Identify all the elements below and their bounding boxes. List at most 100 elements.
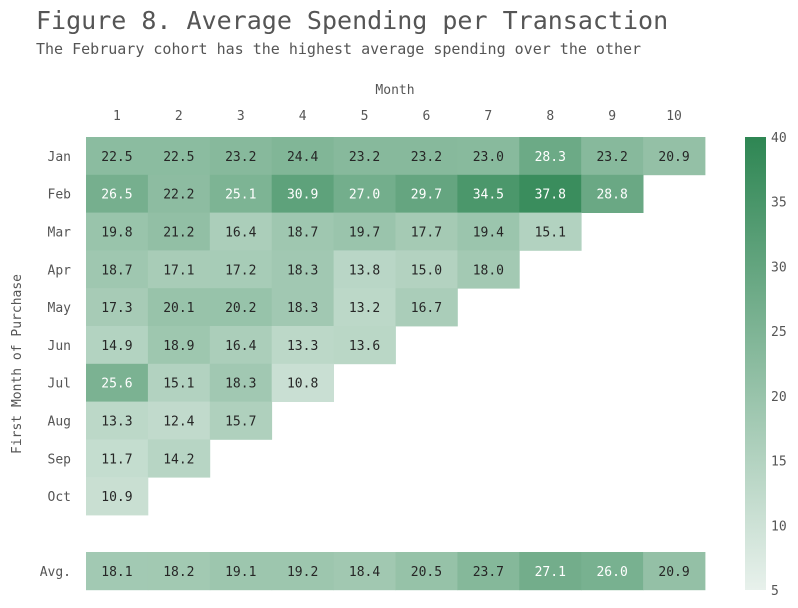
heatmap-cell xyxy=(457,212,520,251)
heatmap-value-label: 18.9 xyxy=(163,339,194,354)
average-cell xyxy=(643,552,706,591)
heatmap-cell xyxy=(333,288,396,327)
heatmap-value-label: 20.9 xyxy=(658,150,689,165)
x-tick-label: 10 xyxy=(666,109,682,124)
heatmap-value-label: 17.7 xyxy=(411,226,442,241)
heatmap-cell xyxy=(271,326,334,365)
heatmap-value-label: 18.7 xyxy=(287,226,318,241)
heatmap-value-label: 28.3 xyxy=(535,150,566,165)
heatmap-value-label: 17.2 xyxy=(225,263,256,278)
y-tick-label: Apr xyxy=(48,263,72,278)
colorbar-tick-label: 30 xyxy=(771,260,787,275)
chart-subtitle: The February cohort has the highest aver… xyxy=(36,40,642,58)
heatmap-value-label: 15.1 xyxy=(163,377,194,392)
heatmap-cell xyxy=(519,174,582,213)
average-value-label: 20.5 xyxy=(411,565,442,580)
heatmap-cell xyxy=(457,250,520,289)
heatmap-cell xyxy=(147,212,211,251)
heatmap-cell xyxy=(643,137,706,176)
heatmap-value-label: 23.2 xyxy=(349,150,380,165)
colorbar-gradient xyxy=(745,137,766,590)
heatmap-value-label: 16.4 xyxy=(225,339,256,354)
heatmap-cell xyxy=(209,212,273,251)
heatmap-cell xyxy=(86,439,149,478)
y-tick-label: Oct xyxy=(48,490,71,505)
heatmap-cell xyxy=(271,137,334,176)
heatmap-value-label: 20.1 xyxy=(163,301,194,316)
average-value-label: 19.2 xyxy=(287,565,318,580)
average-value-label: 26.0 xyxy=(596,565,627,580)
y-axis-label: First Month of Purchase xyxy=(10,274,25,454)
y-tick-label: Sep xyxy=(48,452,72,467)
heatmap-cells xyxy=(86,137,706,591)
heatmap-value-label: 22.5 xyxy=(163,150,194,165)
y-tick-label: Jun xyxy=(48,339,71,354)
heatmap-cell xyxy=(147,137,211,176)
colorbar-tick-label: 5 xyxy=(771,584,779,599)
heatmap-value-label: 25.6 xyxy=(101,377,132,392)
average-value-label: 20.9 xyxy=(658,565,689,580)
heatmap-cell xyxy=(86,137,149,176)
heatmap-cell xyxy=(333,212,396,251)
heatmap-value-label: 16.4 xyxy=(225,226,256,241)
heatmap-cell xyxy=(271,174,334,213)
heatmap-value-label: 18.3 xyxy=(287,301,318,316)
heatmap-value-label: 12.4 xyxy=(163,415,194,430)
colorbar: 5 10 15 20 25 30 35 40 xyxy=(745,131,787,599)
heatmap-value-label: 15.1 xyxy=(535,226,566,241)
heatmap-cell xyxy=(581,137,644,176)
heatmap-cell xyxy=(581,174,644,213)
heatmap-value-label: 13.2 xyxy=(349,301,380,316)
heatmap-value-label: 28.8 xyxy=(596,188,627,203)
heatmap-cell xyxy=(209,363,273,402)
x-tick-label: 5 xyxy=(361,109,369,124)
x-tick-label: 2 xyxy=(175,109,183,124)
average-row-label: Avg. xyxy=(40,565,71,580)
x-tick-label: 7 xyxy=(484,109,492,124)
heatmap-cell xyxy=(147,288,211,327)
heatmap-cell xyxy=(86,174,149,213)
heatmap-cell xyxy=(271,363,334,402)
heatmap-value-label: 20.2 xyxy=(225,301,256,316)
y-tick-label: Jul xyxy=(48,377,71,392)
heatmap-cell xyxy=(519,212,582,251)
heatmap-cell xyxy=(209,326,273,365)
heatmap-cell xyxy=(209,401,273,440)
heatmap-value-label: 14.9 xyxy=(101,339,132,354)
average-value-label: 18.4 xyxy=(349,565,380,580)
heatmap-cell xyxy=(86,288,149,327)
colorbar-tick-label: 15 xyxy=(771,455,787,470)
average-cell xyxy=(581,552,644,591)
average-value-label: 23.7 xyxy=(473,565,504,580)
x-tick-label: 1 xyxy=(113,109,121,124)
heatmap-cell xyxy=(147,174,211,213)
heatmap-cell xyxy=(147,250,211,289)
average-cell xyxy=(519,552,582,591)
x-tick-label: 3 xyxy=(237,109,245,124)
heatmap-cell xyxy=(271,288,334,327)
heatmap-value-label: 10.8 xyxy=(287,377,318,392)
average-cell xyxy=(147,552,211,591)
heatmap-cell xyxy=(395,137,458,176)
x-tick-label: 8 xyxy=(546,109,554,124)
average-value-label: 18.1 xyxy=(101,565,132,580)
y-tick-label: May xyxy=(48,301,72,316)
heatmap-value-label: 13.3 xyxy=(287,339,318,354)
average-cell xyxy=(209,552,273,591)
heatmap-value-label: 34.5 xyxy=(473,188,504,203)
heatmap-value-label: 19.7 xyxy=(349,226,380,241)
heatmap-value-label: 13.3 xyxy=(101,415,132,430)
heatmap-cell xyxy=(457,137,520,176)
y-tick-label: Jan xyxy=(48,150,71,165)
heatmap-value-label: 18.3 xyxy=(287,263,318,278)
colorbar-tick-label: 20 xyxy=(771,390,787,405)
heatmap-value-label: 19.8 xyxy=(101,226,132,241)
heatmap-cell xyxy=(209,250,273,289)
x-tick-label: 4 xyxy=(299,109,307,124)
heatmap-value-label: 24.4 xyxy=(287,150,318,165)
heatmap-cell xyxy=(395,212,458,251)
heatmap-value-label: 18.7 xyxy=(101,263,132,278)
heatmap-cell xyxy=(395,174,458,213)
heatmap-value-label: 15.0 xyxy=(411,263,442,278)
